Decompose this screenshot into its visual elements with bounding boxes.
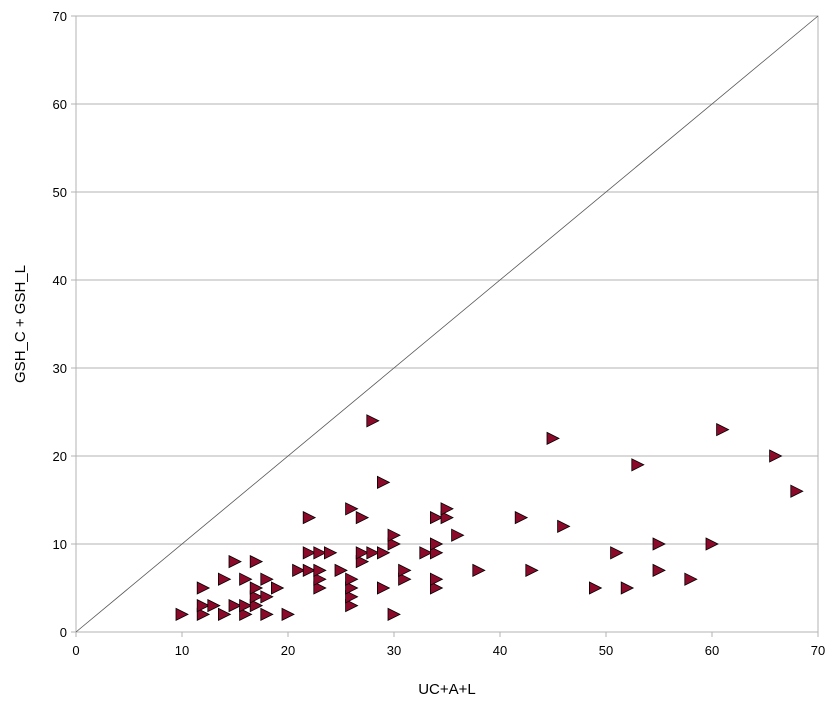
- identity-line: [75, 15, 819, 633]
- data-point: [514, 510, 529, 525]
- data-point: [239, 572, 253, 586]
- data-point: [429, 572, 444, 586]
- data-point: [376, 581, 391, 595]
- data-point: [557, 519, 571, 534]
- x-tick-label-30: 30: [387, 643, 401, 658]
- y-axis-title: GSH_C + GSH_L: [12, 265, 29, 383]
- data-point: [323, 546, 338, 560]
- data-point: [313, 546, 327, 560]
- data-point: [345, 590, 359, 604]
- data-point: [398, 563, 412, 578]
- data-point: [398, 572, 412, 586]
- data-point: [345, 572, 359, 586]
- data-point: [419, 546, 433, 560]
- data-point: [313, 563, 327, 578]
- data-point: [769, 449, 783, 463]
- data-point: [631, 458, 645, 472]
- data-point: [334, 563, 348, 578]
- grid-lines: [76, 15, 818, 633]
- data-point: [249, 554, 264, 569]
- plot-area-frame: [75, 15, 819, 633]
- data-point: [175, 607, 189, 622]
- data-point: [684, 572, 698, 586]
- x-tick-label-20: 20: [281, 643, 295, 658]
- y-tick-label-0: 0: [60, 625, 67, 640]
- data-point: [525, 563, 539, 578]
- data-point: [228, 598, 242, 613]
- data-point: [313, 572, 327, 586]
- data-point: [281, 607, 295, 622]
- x-tick-label-40: 40: [493, 643, 507, 658]
- x-tick-label-70: 70: [811, 643, 825, 658]
- data-point: [196, 607, 211, 622]
- x-tick-label-0: 0: [72, 643, 79, 658]
- y-tick-label-70: 70: [53, 9, 67, 24]
- data-point: [451, 528, 465, 542]
- x-tick-label-50: 50: [599, 643, 613, 658]
- data-point: [196, 581, 211, 595]
- data-point: [716, 422, 730, 437]
- data-point: [376, 475, 391, 490]
- data-point: [239, 598, 253, 613]
- data-point: [366, 546, 380, 560]
- data-point: [472, 563, 486, 578]
- data-point: [705, 537, 719, 551]
- data-point: [260, 590, 274, 604]
- data-point: [292, 563, 306, 578]
- data-point: [440, 510, 454, 525]
- y-tick-label-20: 20: [53, 449, 67, 464]
- data-point: [249, 590, 264, 604]
- y-tick-label-50: 50: [53, 185, 67, 200]
- data-point: [355, 546, 370, 560]
- data-point: [249, 598, 264, 613]
- data-point: [440, 502, 454, 516]
- data-point: [270, 581, 285, 595]
- data-point: [207, 598, 221, 613]
- data-point: [345, 502, 359, 516]
- data-point: [260, 572, 274, 586]
- data-point: [239, 607, 253, 622]
- y-tick-label-10: 10: [53, 537, 67, 552]
- data-point: [387, 537, 401, 551]
- y-tick-label-40: 40: [53, 273, 67, 288]
- y-tick-label-30: 30: [53, 361, 67, 376]
- data-point: [302, 563, 317, 578]
- y-axis-ticks: 0 10 20 30 40 50 60 70: [53, 9, 76, 640]
- data-point: [589, 581, 603, 595]
- x-tick-label-60: 60: [705, 643, 719, 658]
- data-point: [260, 607, 274, 622]
- data-point: [790, 484, 804, 498]
- data-point: [376, 546, 391, 560]
- data-point: [302, 510, 317, 525]
- data-point: [429, 546, 444, 560]
- data-point: [387, 528, 401, 542]
- x-tick-label-10: 10: [175, 643, 189, 658]
- data-point: [546, 431, 560, 446]
- data-point: [196, 598, 211, 613]
- data-point: [429, 537, 444, 551]
- y-tick-label-60: 60: [53, 97, 67, 112]
- data-point: [610, 546, 624, 560]
- data-points: [175, 414, 804, 622]
- x-axis-ticks: 0 10 20 30 40 50 60 70: [72, 632, 825, 658]
- data-point: [652, 537, 666, 551]
- data-point: [345, 581, 359, 595]
- data-point: [355, 554, 370, 569]
- data-point: [429, 581, 444, 595]
- x-axis-title: UC+A+L: [418, 681, 476, 698]
- data-point: [302, 546, 317, 560]
- data-point: [620, 581, 635, 595]
- data-point: [345, 598, 359, 613]
- data-point: [217, 572, 232, 586]
- data-point: [355, 510, 370, 525]
- data-point: [429, 510, 444, 525]
- data-point: [249, 581, 264, 595]
- data-point: [228, 554, 242, 569]
- data-point: [217, 607, 232, 622]
- data-point: [652, 563, 666, 578]
- data-point: [366, 414, 380, 428]
- data-point: [313, 581, 327, 595]
- data-point: [387, 607, 401, 622]
